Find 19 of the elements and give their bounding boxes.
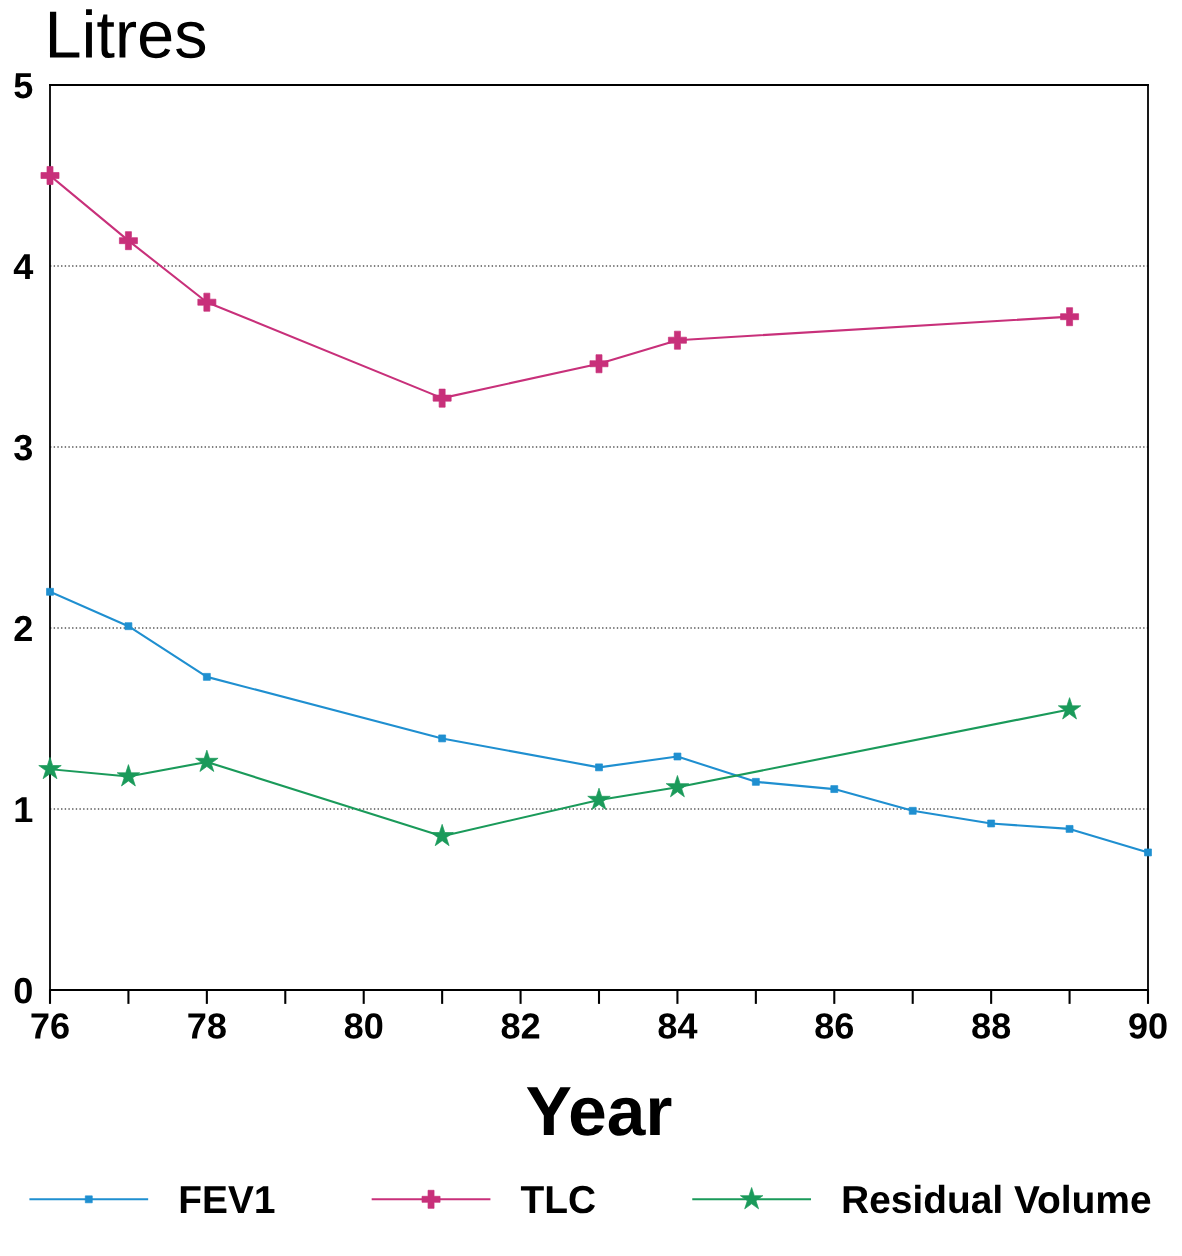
y-tick-label: 3 (14, 434, 33, 461)
y-tick-label: 5 (14, 73, 33, 99)
x-axis-title: Year (526, 1087, 672, 1136)
x-tick-label: 78 (188, 1013, 226, 1039)
x-tick-label: 88 (972, 1013, 1011, 1039)
x-tick-label: 80 (344, 1013, 383, 1039)
legend-label: TLC (520, 1185, 596, 1214)
y-tick-label: 2 (14, 615, 32, 642)
x-tick-label: 90 (1129, 1013, 1167, 1039)
x-tick-label: 82 (501, 1013, 540, 1039)
legend-label: FEV1 (180, 1186, 275, 1213)
y-tick-label: 0 (14, 977, 32, 1004)
x-tick-label: 76 (31, 1013, 69, 1039)
y-tick-label: 4 (13, 254, 34, 280)
y-axis-title: Litres (49, 9, 206, 59)
legend-label: Residual Volume (843, 1184, 1151, 1214)
y-tick-label: 1 (15, 797, 33, 823)
x-tick-label: 84 (658, 1013, 698, 1039)
x-tick-label: 86 (815, 1013, 854, 1039)
